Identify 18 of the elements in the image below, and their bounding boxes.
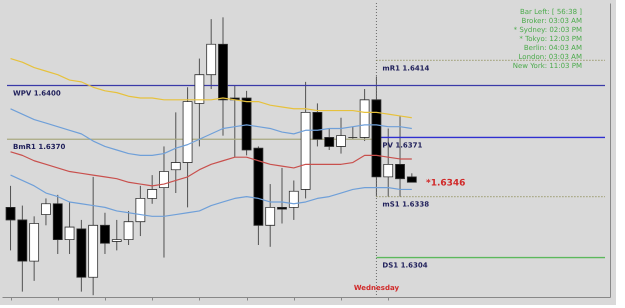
candlestick (112, 219, 122, 251)
candlestick (277, 167, 287, 224)
candlestick (100, 212, 110, 254)
candlestick (288, 180, 299, 220)
candlestick (147, 174, 158, 204)
candlestick (159, 146, 169, 258)
candlestick (135, 185, 146, 237)
candlestick (6, 185, 16, 251)
candlestick (41, 198, 51, 226)
candlestick (124, 210, 134, 246)
candlestick (348, 126, 358, 140)
candlestick (265, 184, 276, 248)
candlestick (324, 128, 334, 150)
candlestick (170, 112, 181, 194)
candlestick (336, 117, 346, 154)
candlestick (383, 128, 394, 198)
text: *1.6346 (426, 178, 466, 188)
candlestick (64, 201, 74, 254)
